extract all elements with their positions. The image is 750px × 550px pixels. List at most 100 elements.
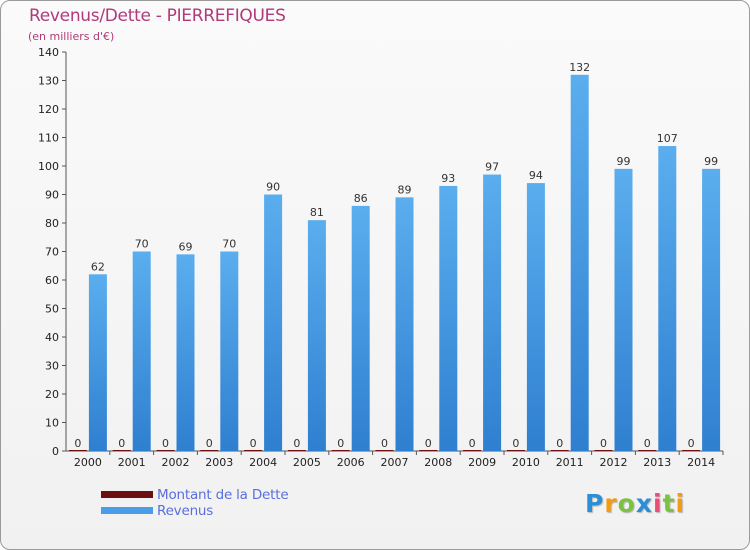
chart-title: Revenus/Dette - PIERREFIQUES [29,6,286,26]
y-tick-label: 140 [38,46,59,59]
x-tick-label: 2001 [118,456,146,469]
logo-letter: P [585,489,605,518]
legend-swatch-dette [101,491,153,498]
bar-dette [682,450,701,451]
data-label-revenus: 107 [657,132,678,145]
y-tick-label: 30 [45,360,59,373]
y-tick-label: 110 [38,132,59,145]
data-label-dette: 0 [118,437,125,450]
bar-dette [594,450,613,451]
x-tick-label: 2013 [643,456,671,469]
bar-dette [244,450,263,451]
bar-revenus [658,146,677,452]
bar-dette [550,450,569,451]
x-tick-label: 2011 [556,456,584,469]
x-tick-label: 2012 [600,456,628,469]
data-label-revenus: 94 [529,169,543,182]
proxiti-logo: Proxiti [585,489,685,518]
x-tick-label: 2000 [74,456,102,469]
data-label-revenus: 70 [135,238,149,251]
bar-revenus [220,251,239,451]
logo-letter: x [635,489,653,518]
bar-dette [112,450,131,451]
y-tick-label: 120 [38,103,59,116]
data-label-revenus: 99 [704,155,718,168]
data-label-revenus: 86 [354,192,368,205]
bar-revenus [351,205,370,451]
data-label-dette: 0 [469,437,476,450]
logo-letter: t [662,489,676,518]
data-label-revenus: 81 [310,206,324,219]
data-label-revenus: 93 [441,172,455,185]
y-tick-label: 10 [45,417,59,430]
x-tick-label: 2008 [424,456,452,469]
y-tick-label: 20 [45,388,59,401]
bar-revenus [483,174,502,452]
data-label-dette: 0 [688,437,695,450]
y-tick-label: 70 [45,246,59,259]
x-tick-label: 2006 [337,456,365,469]
y-tick-label: 40 [45,331,59,344]
data-label-dette: 0 [512,437,519,450]
data-label-revenus: 90 [266,181,280,194]
data-label-dette: 0 [381,437,388,450]
bar-revenus [614,168,633,451]
chart-subtitle: (en milliers d'€) [28,30,115,43]
y-tick-label: 130 [38,75,59,88]
x-tick-label: 2010 [512,456,540,469]
bar-dette [638,450,657,451]
data-label-revenus: 62 [91,260,105,273]
data-label-dette: 0 [556,437,563,450]
bar-revenus [395,197,414,451]
y-tick-label: 50 [45,303,59,316]
bar-revenus [176,254,195,451]
data-label-dette: 0 [162,437,169,450]
bar-revenus [570,74,589,452]
data-label-dette: 0 [600,437,607,450]
data-label-dette: 0 [206,437,213,450]
y-tick-label: 60 [45,274,59,287]
bar-dette [463,450,482,451]
y-tick-label: 80 [45,217,59,230]
data-label-revenus: 70 [222,238,236,251]
data-label-revenus: 69 [179,240,193,253]
bar-dette [200,450,219,451]
legend-label-dette: Montant de la Dette [157,487,289,503]
bar-revenus [526,183,545,451]
bar-dette [68,450,87,451]
chart-axes: 0 10 20 30 40 50 60 70 80 90 100 110 120 130 140 2000 20… [38,46,724,469]
bar-revenus [307,220,326,451]
data-label-dette: 0 [74,437,81,450]
bar-dette [419,450,438,451]
data-label-dette: 0 [293,437,300,450]
data-label-dette: 0 [425,437,432,450]
chart-bars [68,74,721,452]
data-label-revenus: 132 [569,61,590,74]
logo-letter: r [604,489,618,518]
bar-revenus [439,185,458,451]
y-tick-label: 90 [45,189,59,202]
data-label-revenus: 89 [398,183,412,196]
bar-dette [375,450,394,451]
x-tick-label: 2007 [381,456,409,469]
bar-dette [287,450,306,451]
x-tick-label: 2002 [162,456,190,469]
data-label-dette: 0 [644,437,651,450]
bar-revenus [88,274,107,451]
data-label-revenus: 97 [485,161,499,174]
chart-labels: 0 62 0 70 0 69 0 70 0 90 0 81 0 86 0 89 0 93 0 97 0 94 0 132 0 99… [74,61,718,450]
legend-swatch-revenus [101,507,153,514]
x-tick-label: 2004 [249,456,277,469]
logo-letter: o [617,489,636,518]
x-tick-label: 2014 [687,456,715,469]
x-tick-label: 2009 [468,456,496,469]
bar-dette [156,450,175,451]
y-tick-label: 100 [38,160,59,173]
data-label-dette: 0 [337,437,344,450]
bar-revenus [264,194,283,451]
data-label-revenus: 99 [617,155,631,168]
data-label-dette: 0 [250,437,257,450]
y-tick-label: 0 [52,445,59,458]
x-tick-label: 2003 [205,456,233,469]
